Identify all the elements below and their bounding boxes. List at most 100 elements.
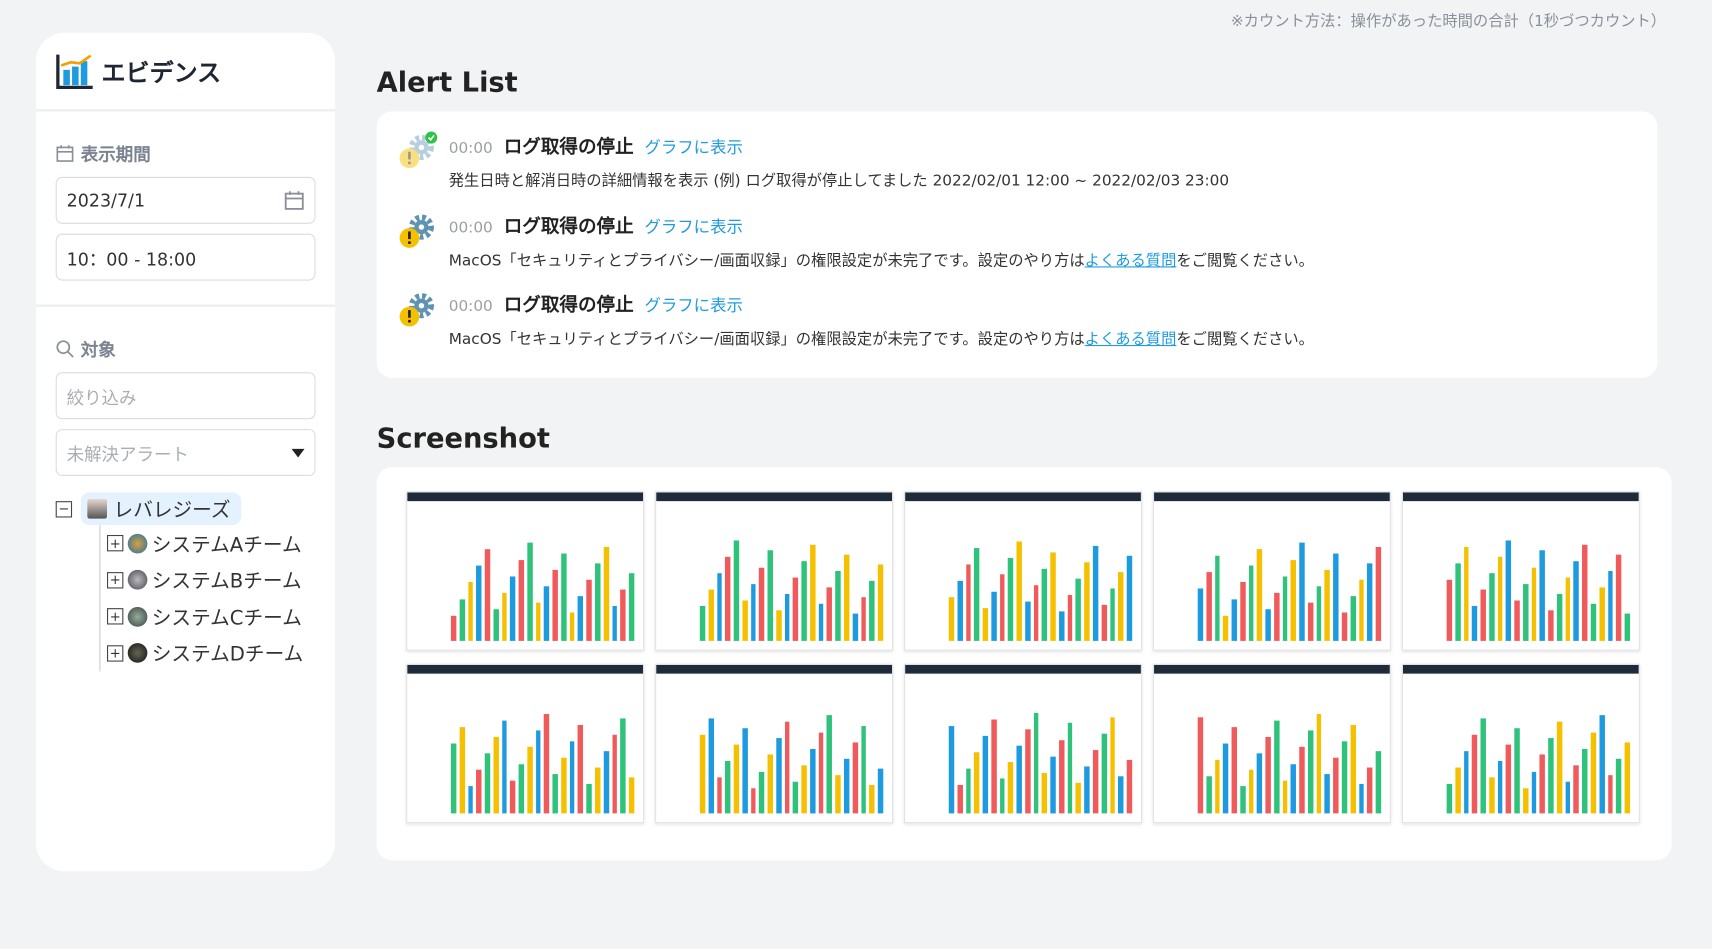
thumbnail-bar — [974, 548, 980, 641]
thumbnail-bar — [835, 570, 841, 641]
thumbnail-bar — [1075, 782, 1082, 814]
thumbnail-bar — [493, 737, 499, 814]
tree-item[interactable]: + システムDチーム — [106, 635, 316, 672]
thumbnail-bar — [1240, 582, 1246, 641]
thumbnail-bar — [835, 775, 841, 814]
alert-status-select[interactable]: 未解決アラート — [55, 429, 316, 477]
calendar-icon — [56, 144, 74, 162]
thumbnail-bar — [501, 592, 507, 641]
thumbnail-bar — [1548, 610, 1554, 641]
thumbnail-bar — [1624, 614, 1630, 641]
thumbnail-bar — [476, 565, 482, 641]
faq-link[interactable]: よくある質問 — [1084, 331, 1177, 349]
thumbnail-bar — [1497, 557, 1503, 641]
message-text: MacOS「セキュリティとプライバシー/画面収録」の権限設定が未完了です。設定の… — [448, 251, 1085, 270]
thumbnail-bar — [708, 718, 714, 814]
screenshot-thumbnail[interactable] — [655, 663, 894, 823]
date-input[interactable]: 2023/7/1 — [55, 176, 316, 224]
thumbnail-bar — [1033, 584, 1039, 641]
screenshot-thumbnail[interactable] — [904, 663, 1143, 823]
thumbnail-bar — [991, 591, 997, 641]
screenshot-thumbnail[interactable] — [1152, 663, 1391, 823]
thumbnail-bar — [467, 582, 474, 641]
thumbnail-bar — [620, 718, 626, 814]
show-in-graph-link[interactable]: グラフに表示 — [644, 137, 743, 158]
thumbnail-bar — [1050, 552, 1056, 641]
thumbnail-bar — [1126, 759, 1133, 814]
screenshot-thumbnail[interactable] — [1401, 491, 1640, 651]
gear-warning-icon — [399, 214, 434, 248]
screenshot-thumbnail[interactable] — [1152, 491, 1391, 651]
expand-icon[interactable]: + — [106, 535, 124, 552]
thumbnail-bar — [1350, 596, 1356, 641]
thumbnail-bar — [1590, 603, 1596, 641]
thumbnail-bar — [1582, 544, 1588, 641]
thumbnail-bar — [1257, 549, 1263, 641]
date-value: 2023/7/1 — [66, 189, 146, 211]
thumbnail-bar — [1025, 729, 1031, 814]
thumbnail-bar — [527, 747, 533, 814]
tree-item[interactable]: + システムCチーム — [106, 598, 316, 635]
thumbnail-bar — [1109, 716, 1116, 814]
thumbnail-bar — [1299, 747, 1305, 814]
screenshot-thumbnail[interactable] — [1401, 663, 1640, 823]
screenshot-thumbnail[interactable] — [904, 491, 1143, 651]
thumbnail-bar — [1067, 723, 1073, 814]
thumbnail-bar — [1522, 583, 1529, 641]
tree-root[interactable]: − レバレジーズ — [55, 492, 316, 526]
thumbnail-bar — [1109, 588, 1116, 641]
thumbnail-bar — [860, 725, 867, 814]
time-range-input[interactable]: 10：00 - 18:00 — [55, 233, 316, 281]
collapse-icon[interactable]: − — [55, 500, 73, 517]
brand: エビデンス — [36, 33, 336, 112]
thumbnail-bar — [1084, 766, 1090, 814]
alert-status-value: 未解決アラート — [66, 443, 189, 465]
screenshot-thumbnail[interactable] — [655, 491, 894, 651]
thumbnail-bar — [1607, 570, 1613, 641]
thumbnail-bar — [1446, 784, 1452, 814]
thumbnail-bar — [535, 730, 541, 814]
thumbnail-bar — [827, 715, 833, 814]
thumbnail-bar — [1240, 786, 1246, 814]
thumbnail-bar — [1016, 746, 1022, 814]
show-in-graph-link[interactable]: グラフに表示 — [644, 216, 743, 237]
calendar-picker-icon[interactable] — [284, 190, 305, 211]
thumbnail-bar — [869, 581, 875, 641]
thumbnail-bar — [586, 579, 592, 641]
thumbnail-bar — [595, 563, 601, 641]
show-in-graph-link[interactable]: グラフに表示 — [644, 296, 743, 316]
thumbnail-bar — [793, 781, 799, 814]
screenshot-thumbnail[interactable] — [406, 491, 645, 651]
thumbnail-bar — [852, 742, 858, 814]
thumbnail-bar — [818, 732, 824, 814]
thumbnail-bar — [767, 550, 773, 641]
thumbnail-bar — [793, 577, 799, 641]
screenshot-thumbnail[interactable] — [406, 663, 645, 823]
thumbnail-bar — [801, 560, 807, 641]
thumbnail-bar — [1067, 595, 1073, 641]
thumbnail-bar — [1118, 572, 1124, 641]
filter-input[interactable]: 絞り込み — [55, 372, 316, 420]
expand-icon[interactable]: + — [106, 571, 124, 589]
faq-link[interactable]: よくある質問 — [1084, 251, 1177, 270]
tree-item[interactable]: + システムAチーム — [106, 525, 316, 562]
thumbnail-bar — [1480, 589, 1486, 641]
thumbnail-bar — [544, 586, 550, 641]
gear-warning-resolved-icon — [399, 131, 438, 169]
thumbnail-bar — [1489, 777, 1495, 814]
expand-icon[interactable]: + — [106, 644, 124, 662]
thumbnail-bar — [1101, 605, 1107, 641]
thumbnail-bar — [1307, 730, 1314, 814]
thumbnail-bar — [484, 549, 491, 641]
thumbnail-bar — [510, 780, 516, 814]
expand-icon[interactable]: + — [106, 608, 124, 625]
thumbnail-bar — [982, 735, 988, 814]
thumbnail-bar — [603, 546, 609, 641]
thumbnail-bar — [578, 596, 584, 641]
tree-item[interactable]: + システムBチーム — [106, 562, 316, 599]
thumbnail-bar — [810, 748, 816, 814]
thumbnail-bar — [1505, 744, 1512, 814]
thumbnail-bar — [1358, 579, 1364, 641]
thumbnail-bar — [459, 598, 465, 641]
thumbnail-bar — [1008, 762, 1014, 814]
